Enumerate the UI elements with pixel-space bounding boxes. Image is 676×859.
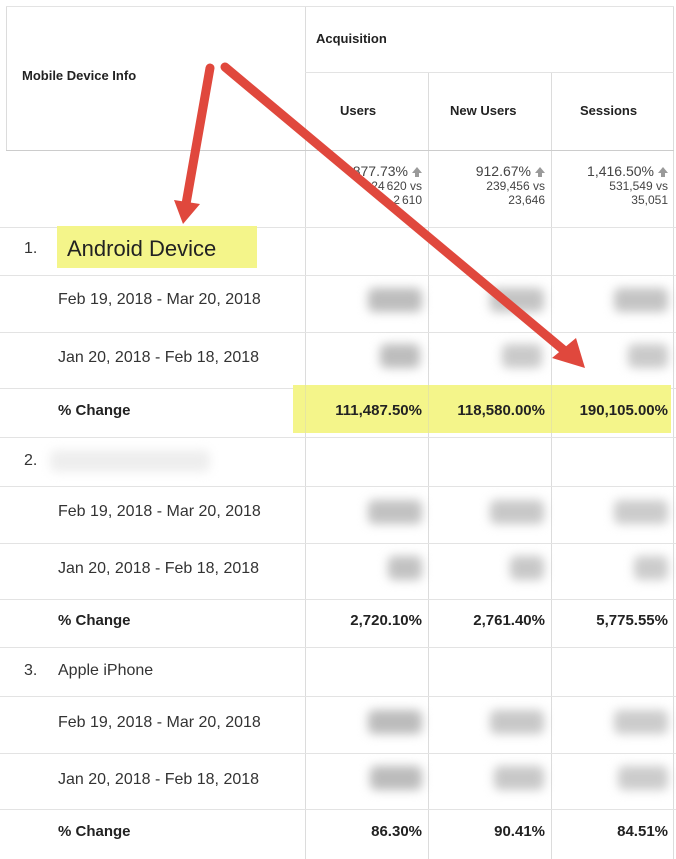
redacted-value xyxy=(614,288,668,312)
total-new-users-pct: 912.67% xyxy=(475,163,531,179)
redacted-value xyxy=(618,766,668,790)
change-new-users: 118,580.00% xyxy=(457,402,545,419)
redacted-value xyxy=(614,710,668,734)
change-highlight xyxy=(293,385,671,433)
row-index: 1. xyxy=(24,240,38,257)
dimension-header[interactable]: Mobile Device Info xyxy=(22,68,137,83)
date-range-current: Feb 19, 2018 - Mar 20, 2018 xyxy=(58,503,261,520)
redacted-value xyxy=(490,710,544,734)
change-users: 86.30% xyxy=(371,823,422,840)
redacted-value xyxy=(368,710,422,734)
total-users-pct: 877.73% xyxy=(352,163,408,179)
date-range-current: Feb 19, 2018 - Mar 20, 2018 xyxy=(58,714,261,731)
arrowhead-icon xyxy=(174,200,200,224)
change-label: % Change xyxy=(58,823,131,840)
up-arrow-icon xyxy=(535,167,545,177)
row-index: 3. xyxy=(24,662,38,679)
total-sessions: 1,416.50% 531,549 vs 35,051 xyxy=(552,164,668,207)
column-header-users[interactable]: Users xyxy=(340,103,377,118)
total-sessions-line1: 531,549 vs xyxy=(609,179,668,193)
redacted-value xyxy=(368,500,422,524)
up-arrow-icon xyxy=(658,167,668,177)
change-new-users: 90.41% xyxy=(494,823,545,840)
change-users: 111,487.50% xyxy=(335,402,422,419)
total-new-users: 912.67% 239,456 vs 23,646 xyxy=(429,164,545,207)
redacted-value xyxy=(368,288,422,312)
redacted-value xyxy=(380,344,420,368)
arrow-to-device xyxy=(181,63,215,209)
change-label: % Change xyxy=(58,402,131,419)
date-range-current: Feb 19, 2018 - Mar 20, 2018 xyxy=(58,291,261,308)
redacted-device-name xyxy=(50,450,210,472)
total-users-line2: 2 610 xyxy=(393,193,422,207)
redacted-value xyxy=(370,766,422,790)
redacted-value xyxy=(490,500,544,524)
redacted-value xyxy=(614,500,668,524)
change-sessions: 190,105.00% xyxy=(579,402,668,419)
change-sessions: 5,775.55% xyxy=(596,612,668,629)
row-index: 2. xyxy=(24,452,38,469)
redacted-value xyxy=(494,766,544,790)
change-sessions: 84.51% xyxy=(617,823,668,840)
redacted-value xyxy=(634,556,668,580)
redacted-value xyxy=(628,344,668,368)
total-users-line1: 24 620 vs xyxy=(371,179,422,193)
redacted-value xyxy=(510,556,544,580)
total-new-users-line2: 23,646 xyxy=(508,193,545,207)
arrowhead-icon xyxy=(552,338,585,368)
device-name-link[interactable]: Android Device xyxy=(67,236,217,261)
redacted-value xyxy=(388,556,422,580)
column-header-new-users[interactable]: New Users xyxy=(450,103,517,118)
change-label: % Change xyxy=(58,612,131,629)
redacted-value xyxy=(502,344,542,368)
change-new-users: 2,761.40% xyxy=(473,612,545,629)
date-range-previous: Jan 20, 2018 - Feb 18, 2018 xyxy=(58,560,260,577)
change-users: 2,720.10% xyxy=(350,612,422,629)
acquisition-header: Acquisition xyxy=(316,31,387,46)
redacted-value xyxy=(490,288,544,312)
total-users: 877.73% 24 620 vs 2 610 xyxy=(306,164,422,207)
column-header-sessions[interactable]: Sessions xyxy=(580,103,638,118)
total-new-users-line1: 239,456 vs xyxy=(486,179,545,193)
total-sessions-pct: 1,416.50% xyxy=(587,163,654,179)
date-range-previous: Jan 20, 2018 - Feb 18, 2018 xyxy=(58,771,260,788)
date-range-previous: Jan 20, 2018 - Feb 18, 2018 xyxy=(58,349,260,366)
up-arrow-icon xyxy=(412,167,422,177)
device-name-link[interactable]: Apple iPhone xyxy=(58,662,154,679)
total-sessions-line2: 35,051 xyxy=(631,193,668,207)
